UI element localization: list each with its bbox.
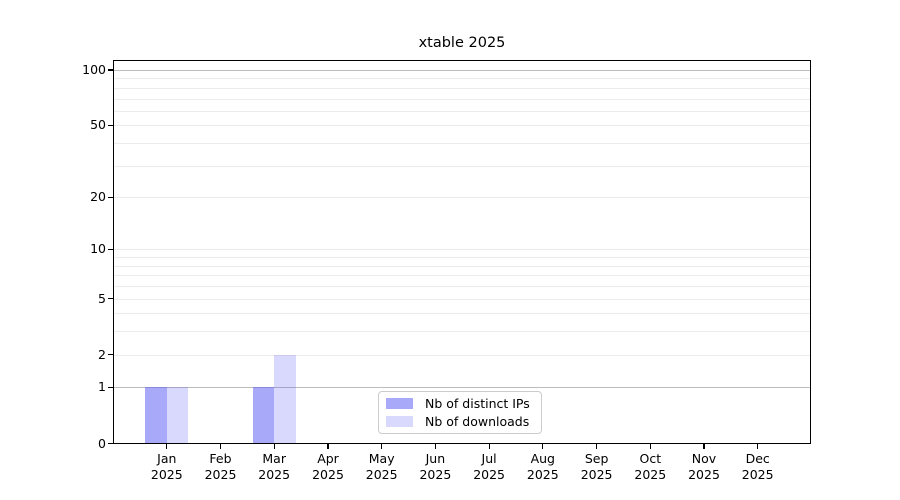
y-tick-mark [107,442,113,445]
gridline-minor [113,98,811,100]
x-tick-label: Mar 2025 [258,450,291,483]
legend-item-distinct-ips: Nb of distinct IPs [379,394,541,413]
x-tick-label: Jul 2025 [473,450,505,483]
plot-area-border [113,60,811,444]
x-tick-mark [166,444,168,450]
x-tick-label: Jan 2025 [150,450,183,483]
gridline-minor [113,165,811,167]
x-tick-label: Oct 2025 [634,450,667,483]
gridline-minor [113,110,811,112]
x-tick-mark [488,444,490,450]
x-tick-label: Feb 2025 [204,450,237,483]
x-tick-mark [327,444,329,450]
gridline-minor [113,275,811,277]
y-tick-mark [107,248,113,250]
bar-downloads [274,354,296,444]
legend-label-downloads: Nb of downloads [425,414,530,430]
y-tick-mark [107,386,113,388]
y-tick-label: 100 [82,62,106,77]
gridline-minor [113,125,811,127]
x-tick-label: Aug 2025 [526,450,559,483]
x-tick-mark [757,444,759,450]
x-tick-label: Sep 2025 [580,450,613,483]
bar-distinct-ips [252,387,275,444]
x-tick-label: Nov 2025 [688,450,720,483]
x-tick-mark [434,444,436,450]
x-tick-mark [273,444,275,450]
gridline-minor [113,87,811,89]
gridline-minor [113,265,811,267]
y-tick-label: 1 [98,379,106,395]
gridline-minor [113,249,811,251]
bar-downloads [166,387,189,444]
gridline-major [113,70,811,71]
x-tick-mark [703,444,705,450]
gridline-minor [113,298,811,300]
x-tick-label: Dec 2025 [741,450,774,483]
x-tick-mark [596,444,598,450]
gridline-minor [113,197,811,199]
x-tick-label: May 2025 [365,450,398,483]
gridline-minor [113,143,811,144]
y-tick-mark [107,354,113,356]
legend-swatch-distinct-ips [386,397,413,409]
y-tick-label: 20 [90,189,106,205]
y-tick-label: 0 [98,435,106,451]
gridline-major [113,387,811,389]
bar-distinct-ips [145,387,167,444]
y-tick-label: 2 [98,346,106,362]
y-tick-label: 10 [90,241,106,257]
legend-swatch-downloads [386,416,413,428]
y-tick-mark [107,69,113,71]
x-tick-label: Jun 2025 [419,450,452,483]
x-tick-mark [219,444,222,450]
gridline-minor [113,313,811,315]
chart-title: xtable 2025 [418,35,506,51]
gridline-minor [113,331,811,333]
gridline-minor [113,257,811,259]
gridline-minor [113,78,811,80]
x-tick-label: Apr 2025 [312,450,344,483]
y-tick-mark [107,196,113,198]
y-tick-label: 50 [90,117,106,133]
x-tick-mark [649,444,651,450]
legend: Nb of distinct IPs Nb of downloads [378,391,542,434]
y-tick-mark [107,297,113,300]
gridline-minor [113,286,811,287]
legend-label-distinct-ips: Nb of distinct IPs [425,395,530,411]
y-tick-mark [107,124,113,126]
x-tick-mark [381,444,383,450]
y-tick-label: 5 [98,290,106,306]
gridline-minor [113,354,811,356]
x-tick-mark [542,444,544,450]
legend-item-downloads: Nb of downloads [379,413,541,432]
